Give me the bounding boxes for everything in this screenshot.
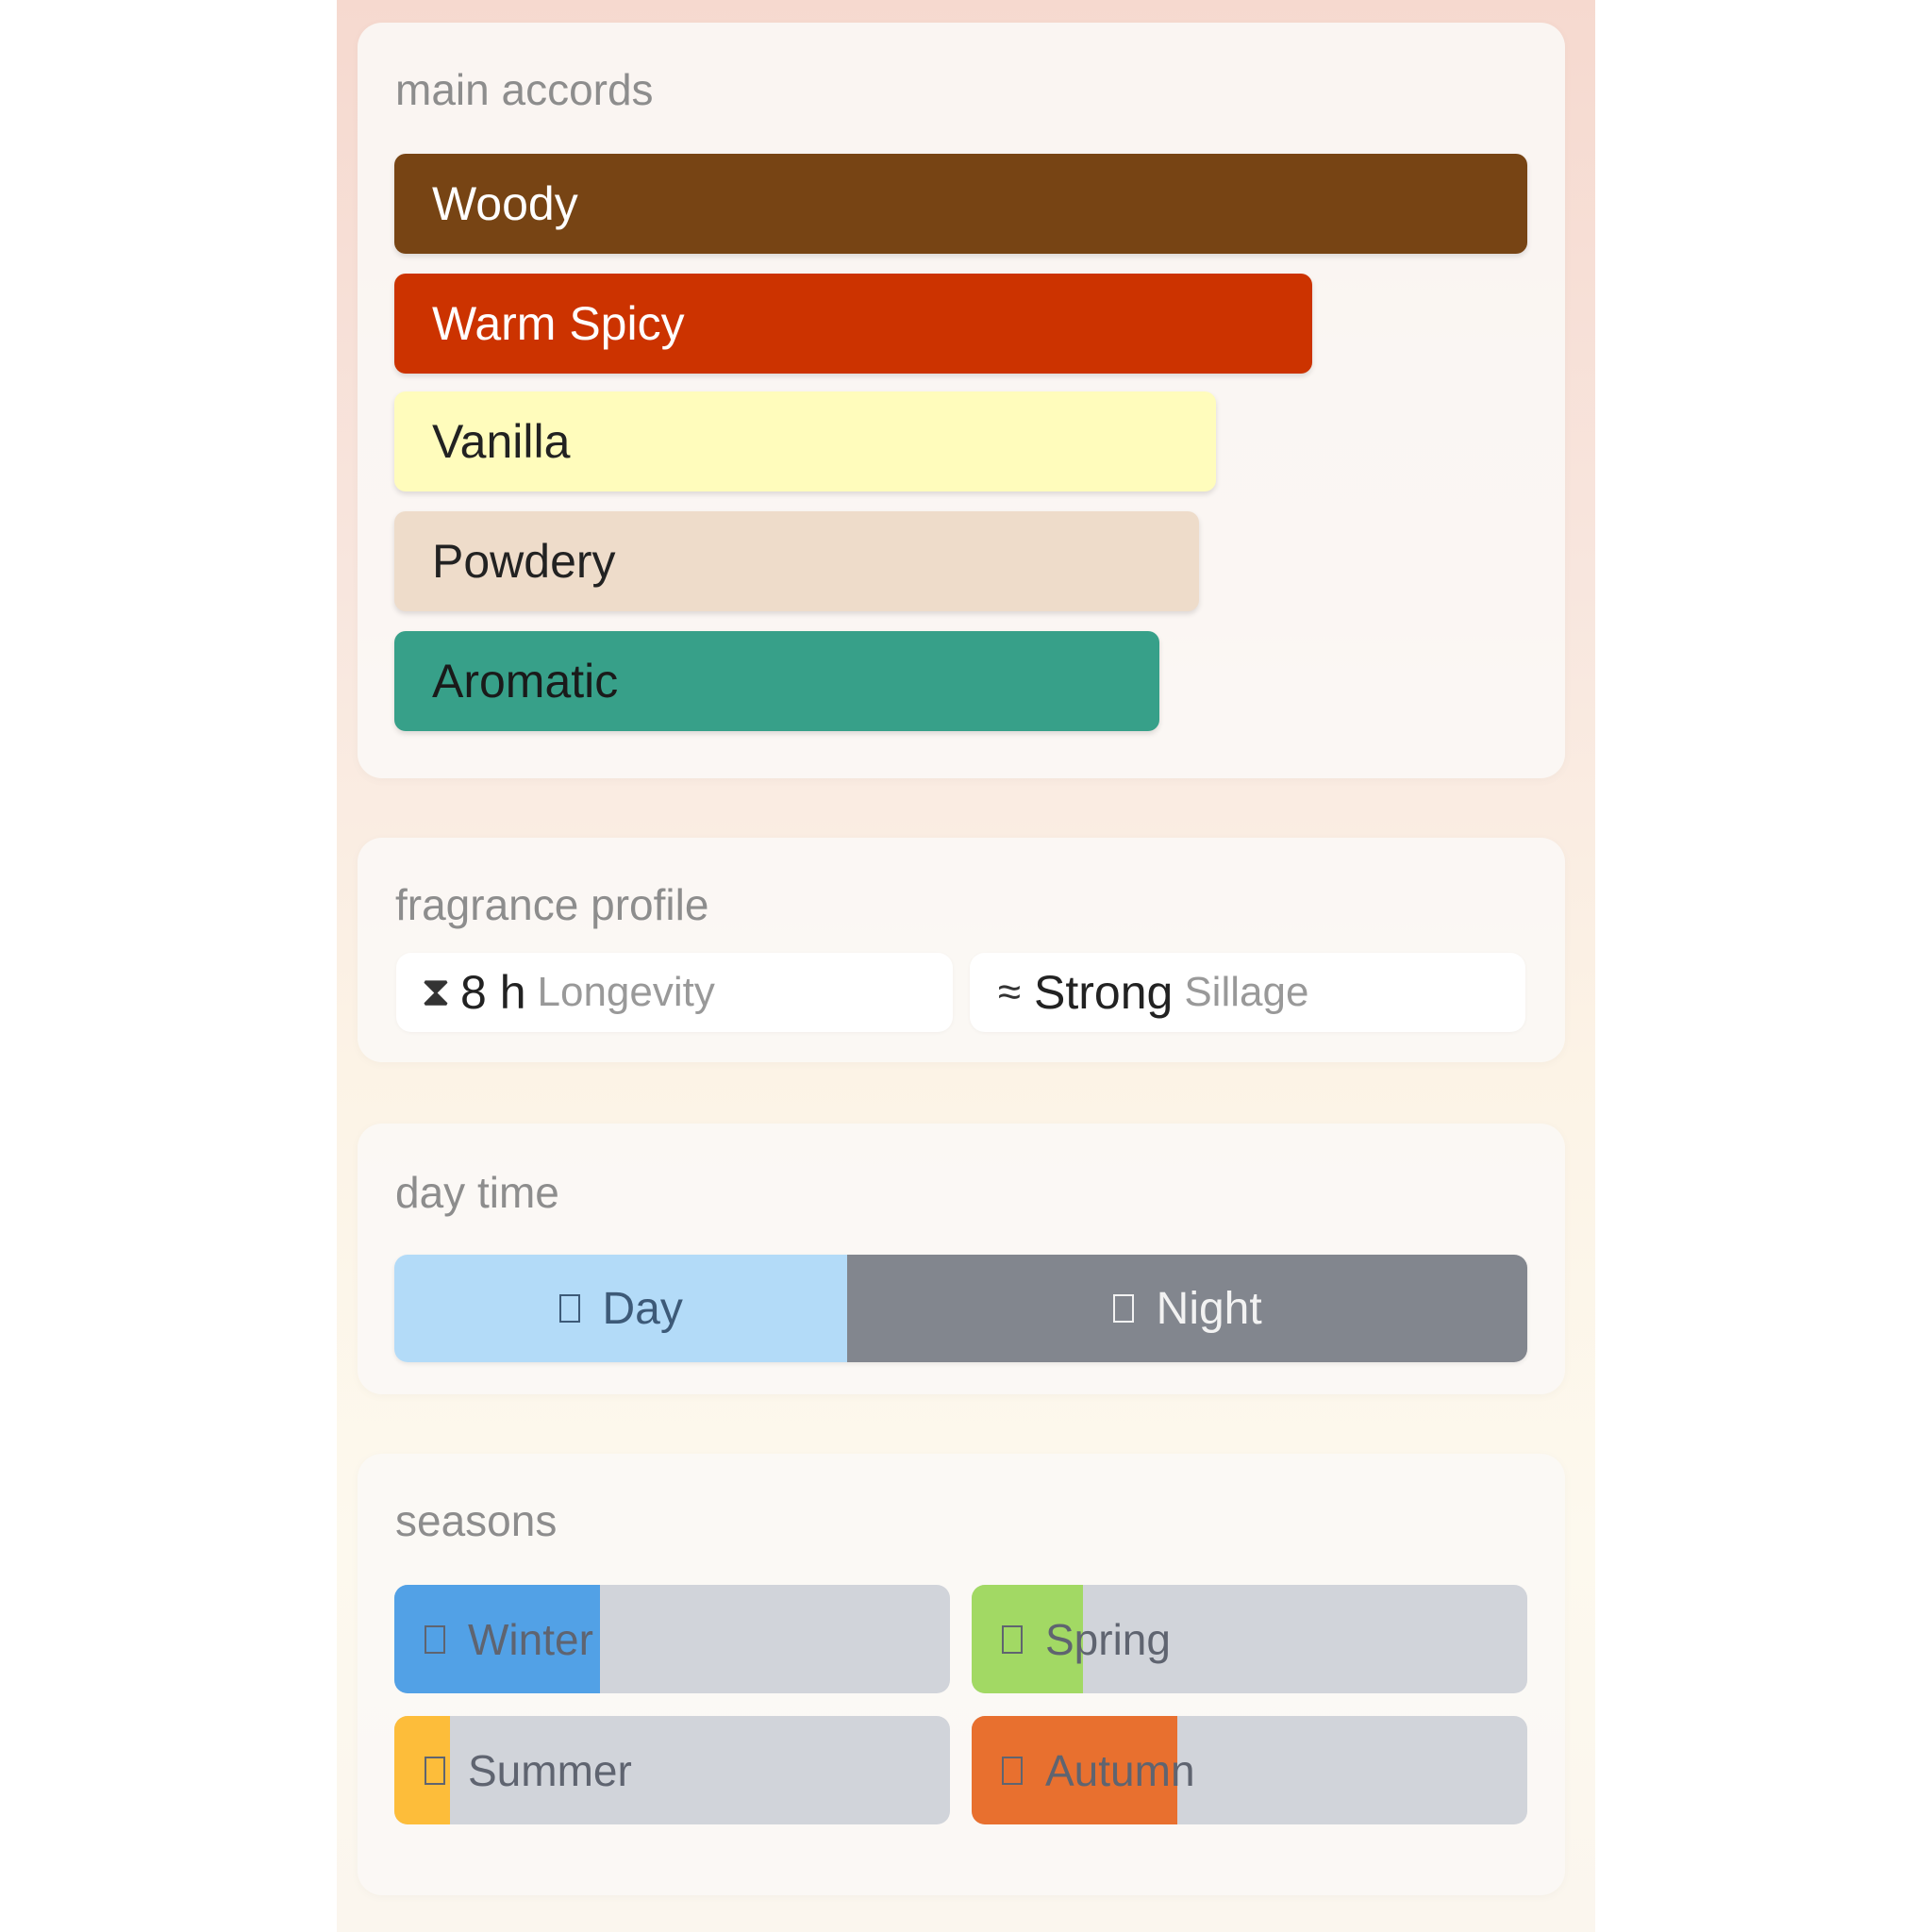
sillage-value: Strong — [1034, 966, 1174, 1019]
longevity-value: 8 h — [460, 966, 526, 1019]
accord-label: Powdery — [432, 535, 616, 588]
season-icon — [1002, 1756, 1023, 1785]
accord-label: Aromatic — [432, 655, 619, 708]
season-label: Summer — [468, 1745, 632, 1795]
season-fill — [972, 1585, 1083, 1693]
season-label-wrap: Autumn — [1002, 1716, 1195, 1824]
sun-icon — [558, 1294, 580, 1323]
waves-icon: ≈ — [997, 969, 1022, 1015]
accord-bar-powdery: Powdery — [394, 511, 1199, 611]
sillage-stat: ≈ Strong Sillage — [970, 953, 1525, 1032]
day-segment: Day — [394, 1255, 848, 1362]
sillage-label: Sillage — [1184, 969, 1309, 1015]
longevity-stat: ⧗ 8 h Longevity — [396, 953, 953, 1032]
accord-bar-aromatic: Aromatic — [394, 631, 1159, 731]
season-fill — [972, 1716, 1177, 1824]
night-segment: Night — [847, 1255, 1527, 1362]
accord-bar-warm-spicy: Warm Spicy — [394, 274, 1312, 374]
season-label-wrap: Spring — [1002, 1585, 1171, 1693]
section-title: seasons — [395, 1496, 558, 1545]
season-icon — [425, 1624, 445, 1654]
season-bar-winter: Winter — [394, 1585, 950, 1693]
season-icon — [425, 1756, 445, 1785]
section-title: main accords — [395, 65, 654, 114]
season-fill — [394, 1716, 450, 1824]
longevity-label: Longevity — [537, 969, 715, 1015]
accord-label: Warm Spicy — [432, 297, 685, 350]
season-label: Autumn — [1045, 1745, 1195, 1795]
season-bar-summer: Summer — [394, 1716, 950, 1824]
season-icon — [1002, 1624, 1023, 1654]
season-bar-spring: Spring — [972, 1585, 1527, 1693]
season-label-wrap: Summer — [425, 1716, 632, 1824]
hourglass-icon: ⧗ — [421, 969, 451, 1015]
season-fill — [394, 1585, 600, 1693]
accord-label: Woody — [432, 177, 578, 230]
accord-label: Vanilla — [432, 415, 571, 468]
day-night-bar: Day Night — [394, 1255, 1527, 1362]
accord-bar-vanilla: Vanilla — [394, 391, 1216, 491]
season-label: Winter — [468, 1614, 593, 1664]
accord-bar-woody: Woody — [394, 154, 1527, 254]
season-label-wrap: Winter — [425, 1585, 593, 1693]
season-label: Spring — [1045, 1614, 1171, 1664]
section-title: fragrance profile — [395, 880, 709, 929]
day-label: Day — [602, 1283, 683, 1334]
section-title: day time — [395, 1168, 559, 1217]
night-label: Night — [1156, 1283, 1262, 1334]
season-bar-autumn: Autumn — [972, 1716, 1527, 1824]
moon-icon — [1112, 1294, 1134, 1323]
